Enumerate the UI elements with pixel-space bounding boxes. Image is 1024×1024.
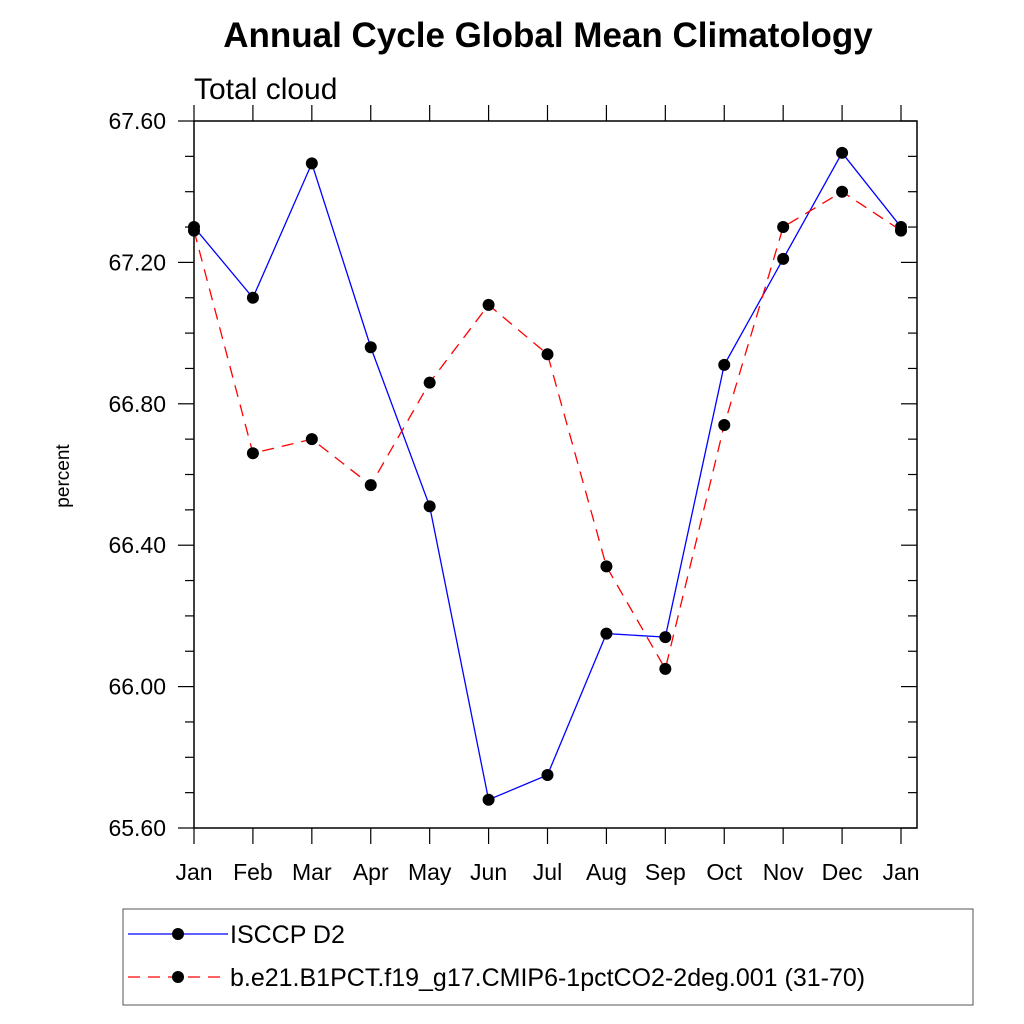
chart-title: Annual Cycle Global Mean Climatology bbox=[223, 16, 873, 55]
legend-label: b.e21.B1PCT.f19_g17.CMIP6-1pctCO2-2deg.0… bbox=[230, 964, 865, 992]
plot-frame bbox=[193, 120, 918, 829]
series-0-point bbox=[659, 631, 672, 644]
legend-label: ISCCP D2 bbox=[230, 921, 345, 949]
x-tick-label: Jan bbox=[882, 859, 919, 885]
legend-marker bbox=[172, 971, 184, 983]
y-tick-label: 66.00 bbox=[108, 674, 166, 700]
series-0-point bbox=[718, 358, 731, 371]
y-tick-label: 65.60 bbox=[108, 815, 166, 841]
y-tick-labels: 65.60 66.00 66.40 66.80 67.20 67.60 bbox=[108, 108, 166, 841]
series-0-point bbox=[423, 500, 436, 513]
x-tick-label: Sep bbox=[645, 859, 686, 885]
series-1-point bbox=[659, 662, 672, 675]
series-0-point bbox=[482, 793, 495, 806]
y-axis-label: percent bbox=[53, 444, 74, 508]
series-0-point bbox=[777, 252, 790, 265]
x-tick-label: Dec bbox=[822, 859, 863, 885]
x-tick-label: Jun bbox=[470, 859, 507, 885]
series-0-point bbox=[541, 768, 554, 781]
series-1-point bbox=[305, 433, 318, 446]
series-0-point bbox=[246, 291, 259, 304]
axis-ticks bbox=[178, 105, 917, 844]
x-tick-label: Apr bbox=[353, 859, 389, 885]
series-1-point bbox=[423, 376, 436, 389]
y-tick-label: 67.60 bbox=[108, 108, 166, 134]
x-tick-label: Jul bbox=[533, 859, 562, 885]
series-1-point bbox=[777, 221, 790, 234]
x-tick-labels: Jan Feb Mar Apr May Jun Jul Aug Sep Oct Nov Dec Jan bbox=[175, 859, 919, 885]
x-tick-label: Oct bbox=[706, 859, 742, 885]
x-tick-label: Mar bbox=[292, 859, 332, 885]
series-1-point bbox=[541, 348, 554, 361]
series-1-point bbox=[188, 224, 200, 237]
series-0-point bbox=[836, 146, 849, 159]
series-line-1 bbox=[193, 190, 902, 671]
y-tick-label: 66.80 bbox=[108, 391, 166, 417]
x-tick-label: Jan bbox=[175, 859, 212, 885]
series-1-point bbox=[246, 447, 259, 460]
legend-marker bbox=[172, 928, 184, 940]
legend-box bbox=[122, 908, 974, 1006]
legend: ISCCP D2 b.e21.B1PCT.f19_g17.CMIP6-1pctCO… bbox=[128, 921, 865, 992]
x-tick-label: May bbox=[408, 859, 452, 885]
series-1-point bbox=[364, 479, 377, 492]
x-tick-label: Nov bbox=[763, 859, 804, 885]
series-1-point bbox=[482, 298, 495, 311]
x-tick-label: Feb bbox=[233, 859, 273, 885]
series-0-point bbox=[364, 341, 377, 354]
series-1-point bbox=[718, 419, 731, 432]
chart-subtitle: Total cloud bbox=[194, 73, 337, 106]
series-1-point bbox=[600, 560, 613, 573]
series-0-point bbox=[305, 157, 318, 170]
series-1-point bbox=[895, 224, 907, 237]
y-tick-label: 67.20 bbox=[108, 249, 166, 275]
y-tick-label: 66.40 bbox=[108, 532, 166, 558]
series-1-point bbox=[836, 185, 849, 198]
x-tick-label: Aug bbox=[586, 859, 627, 885]
series-line-0 bbox=[193, 151, 902, 801]
series-0-point bbox=[600, 627, 613, 640]
series-layer bbox=[188, 146, 907, 806]
